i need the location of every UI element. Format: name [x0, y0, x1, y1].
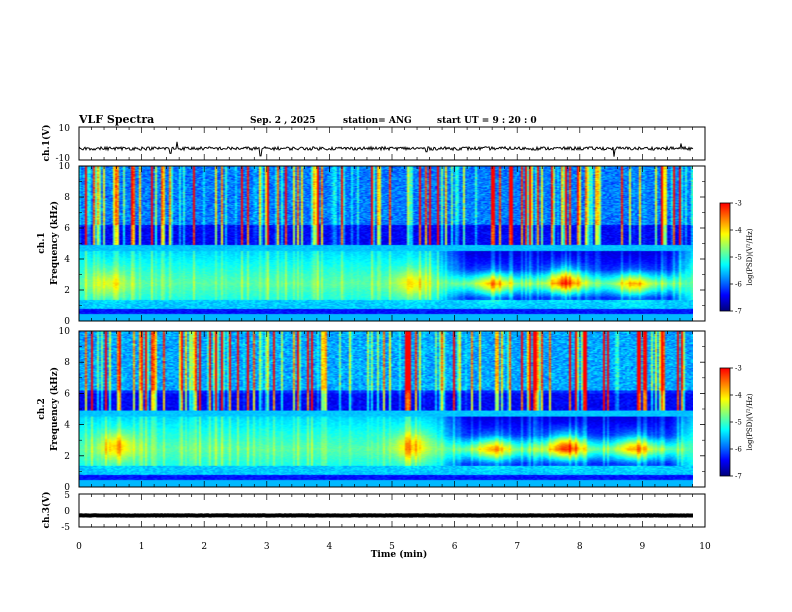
ch1-waveform-trace [78, 141, 694, 157]
frequency-tick-label: 10 [59, 162, 71, 172]
frequency-tick-label: 0 [64, 483, 70, 493]
colorbar-tick-label: -5 [735, 254, 742, 262]
ch1-frequency-axis-label: Frequency (kHz) [49, 201, 60, 285]
time-tick-label: 6 [452, 542, 458, 552]
colorbar-tick-label: -4 [735, 227, 742, 235]
ch3-ytick-top: 5 [64, 491, 70, 501]
ch1-colorbar-label: log(PSD)(V²/Hz) [746, 228, 754, 285]
frequency-tick-label: 2 [64, 286, 70, 296]
colorbar-tick-label: -4 [735, 392, 742, 400]
ch3-ytick-mid: 0 [64, 507, 70, 517]
frequency-tick-label: 4 [64, 255, 70, 265]
colorbar-tick-label: -6 [735, 281, 742, 289]
colorbar-tick-label: -3 [735, 365, 742, 373]
ch2-colorbar [720, 368, 730, 476]
ch1-colorbar [720, 203, 730, 311]
frequency-tick-label: 4 [64, 421, 70, 431]
colorbar-tick-label: -3 [735, 200, 742, 208]
time-tick-label: 7 [514, 542, 520, 552]
time-axis-label: Time (min) [371, 549, 428, 560]
time-tick-label: 4 [327, 542, 333, 552]
frequency-tick-label: 6 [64, 224, 70, 234]
colorbar-tick-label: -6 [735, 446, 742, 454]
time-tick-label: 10 [699, 542, 711, 552]
date-label: Sep. 2 , 2025 [250, 116, 316, 126]
ch1-spectrogram-channel-label: ch.1 [37, 232, 47, 253]
frequency-tick-label: 8 [64, 358, 70, 368]
time-tick-label: 1 [139, 542, 145, 552]
station-label: station= ANG [343, 116, 412, 126]
ch3-waveform-ylabel: ch.3(V) [41, 492, 52, 529]
ch1-ytick-top: 10 [59, 124, 71, 134]
ch2-spectrogram-image [79, 331, 693, 487]
time-tick-label: 3 [264, 542, 270, 552]
frequency-tick-label: 0 [64, 317, 70, 327]
time-tick-label: 8 [577, 542, 583, 552]
frequency-tick-label: 6 [64, 389, 70, 399]
figure-title: VLF Spectra [78, 113, 154, 126]
ch3-ytick-bottom: -5 [61, 523, 70, 533]
ch2-spectrogram-channel-label: ch.2 [37, 398, 47, 419]
ch1-waveform-ylabel: ch.1(V) [41, 125, 52, 162]
colorbar-tick-label: -5 [735, 419, 742, 427]
ch2-frequency-axis-label: Frequency (kHz) [49, 367, 60, 451]
time-tick-label: 2 [201, 542, 207, 552]
frequency-tick-label: 10 [59, 327, 71, 337]
time-tick-label: 5 [389, 542, 395, 552]
start-time-label: start UT = 9 : 20 : 0 [437, 116, 537, 126]
colorbar-tick-label: -7 [735, 308, 742, 316]
time-tick-label: 0 [76, 542, 82, 552]
time-tick-label: 9 [640, 542, 646, 552]
colorbar-tick-label: -7 [735, 473, 742, 481]
ch1-ytick-bottom: -10 [56, 154, 71, 164]
frequency-tick-label: 8 [64, 193, 70, 203]
time-axis: 0 1 2 3 4 5 6 7 8 9 10 [76, 127, 711, 552]
frequency-tick-label: 2 [64, 452, 70, 462]
ch1-spectrogram-image [79, 166, 693, 321]
ch2-colorbar-label: log(PSD)(V²/Hz) [746, 393, 754, 450]
